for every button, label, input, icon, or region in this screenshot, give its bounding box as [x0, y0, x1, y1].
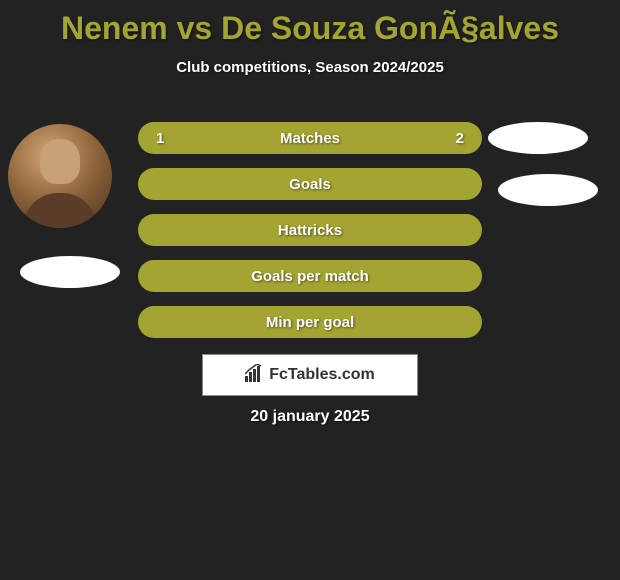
logo-text: FcTables.com	[269, 366, 375, 384]
stat-bar-goals-per-match: Goals per match	[138, 260, 482, 292]
stat-value-right: 2	[456, 130, 464, 147]
placeholder-oval-right-2	[498, 174, 598, 206]
page-title: Nenem vs De Souza GonÃ§alves	[0, 0, 620, 47]
stat-bar-goals: Goals	[138, 168, 482, 200]
stats-container: 1 Matches 2 Goals Hattricks Goals per ma…	[138, 122, 482, 352]
stat-label: Goals per match	[251, 268, 369, 285]
stat-bar-hattricks: Hattricks	[138, 214, 482, 246]
page-subtitle: Club competitions, Season 2024/2025	[0, 59, 620, 76]
stat-bar-min-per-goal: Min per goal	[138, 306, 482, 338]
logo-box: FcTables.com	[202, 354, 418, 396]
stat-bar-matches: 1 Matches 2	[138, 122, 482, 154]
chart-icon	[245, 364, 265, 387]
stat-label: Matches	[280, 130, 340, 147]
player-avatar-left	[8, 124, 112, 228]
date-text: 20 january 2025	[0, 408, 620, 426]
stat-value-left: 1	[156, 130, 164, 147]
placeholder-oval-right-1	[488, 122, 588, 154]
placeholder-oval-left	[20, 256, 120, 288]
stat-label: Min per goal	[266, 314, 354, 331]
stat-label: Goals	[289, 176, 331, 193]
stat-label: Hattricks	[278, 222, 342, 239]
